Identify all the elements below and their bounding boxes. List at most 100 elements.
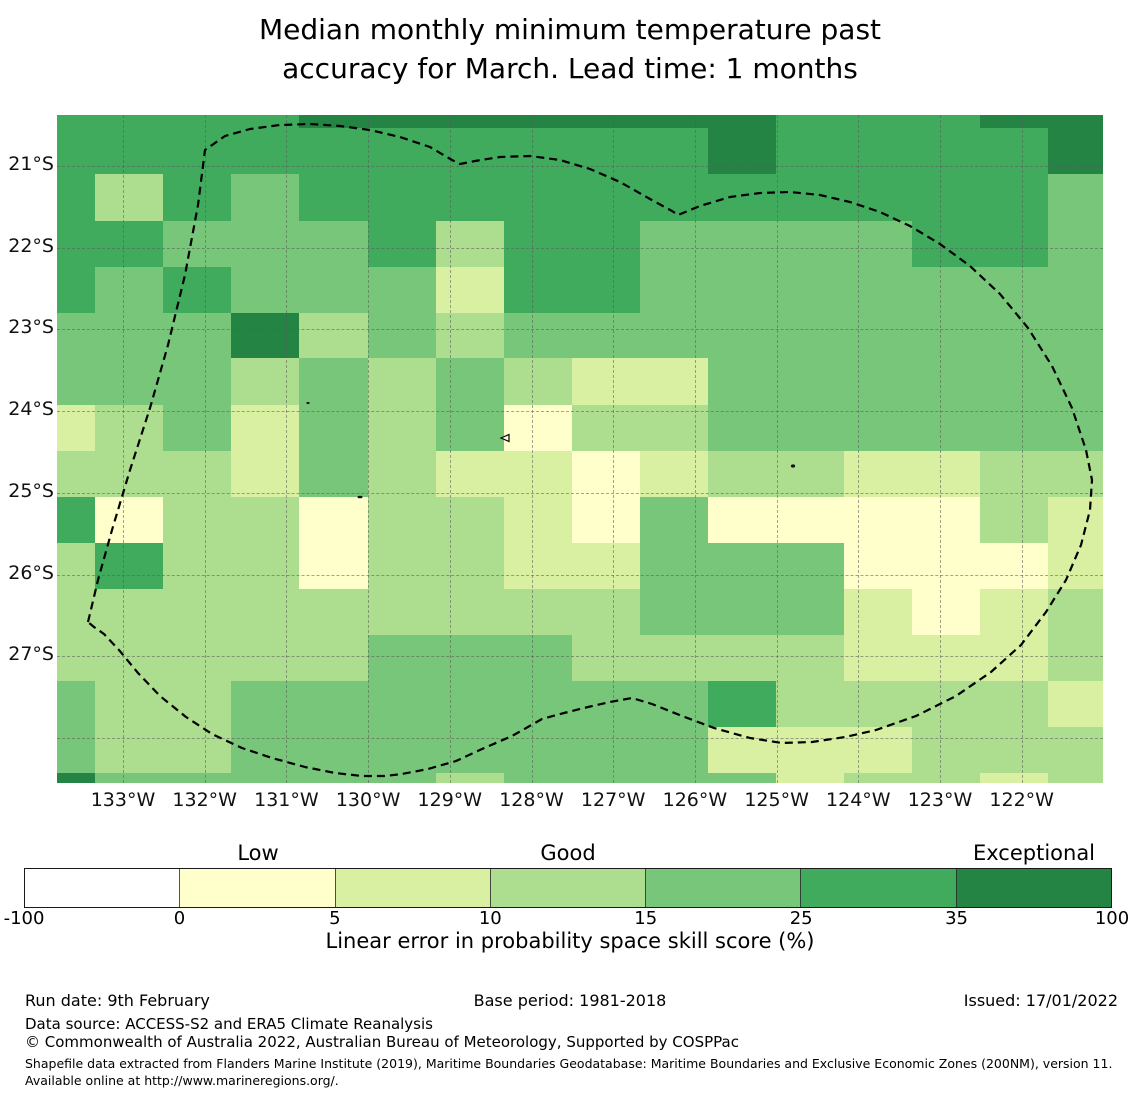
map-cell [844, 589, 912, 635]
map-cell [776, 115, 844, 128]
chart-title-line2: accuracy for March. Lead time: 1 months [282, 52, 858, 85]
colorbar-segment [955, 869, 1111, 907]
gridline-vertical [858, 115, 860, 783]
map-cell [231, 115, 299, 128]
map-cell [231, 174, 299, 221]
map-cell [980, 773, 1048, 783]
map-cell [95, 773, 163, 783]
map-cell [368, 727, 436, 773]
x-axis-tick-label: 132°W [172, 789, 237, 811]
map-cell [776, 451, 844, 497]
map-cell [436, 589, 504, 635]
map-cell [844, 635, 912, 681]
gridline-vertical [531, 115, 533, 783]
colorbar-segment [489, 869, 646, 907]
map-cell [436, 221, 504, 267]
gridline-vertical [940, 115, 941, 783]
map-cell [57, 313, 95, 358]
map-cell [844, 497, 912, 543]
map-cell [504, 313, 572, 358]
y-axis-tick-label: 24°S [8, 398, 54, 421]
colorbar-tick-label: 15 [634, 908, 658, 929]
map-cell [163, 727, 231, 773]
map-cell [436, 773, 504, 783]
map-overlay-svg [86, 122, 1094, 778]
map-cell [368, 358, 436, 405]
map-cell [95, 589, 163, 635]
map-cell [844, 313, 912, 358]
map-cell [504, 115, 572, 128]
map-cell [1048, 221, 1103, 267]
map-cell [980, 727, 1048, 773]
map-cell [504, 635, 572, 681]
colorbar-segment [179, 869, 335, 907]
map-cell [844, 115, 912, 128]
colorbar-tick-label: 0 [173, 908, 186, 929]
x-axis-tick-label: 124°W [826, 789, 891, 811]
map-cell [163, 221, 231, 267]
colorbar-segment [25, 869, 180, 907]
gridline-horizontal [57, 247, 1103, 249]
map-cell [163, 405, 231, 451]
island-marks [306, 401, 796, 499]
map-cell [504, 451, 572, 497]
map-cell [95, 727, 163, 773]
map-cell [640, 267, 708, 313]
map-cell [776, 727, 844, 773]
map-cell [572, 635, 640, 681]
map-cell [436, 115, 504, 128]
map-cell [57, 221, 95, 267]
map-cell [572, 727, 640, 773]
map-cell [912, 451, 980, 497]
map-cell [57, 451, 95, 497]
map-cell [299, 635, 368, 681]
map-cell [912, 681, 980, 727]
map-cell [299, 174, 368, 221]
map-cell [436, 497, 504, 543]
map-cell [436, 543, 504, 589]
map-cell [368, 313, 436, 358]
map-cell [708, 589, 776, 635]
map-cell [980, 221, 1048, 267]
map-cell [299, 451, 368, 497]
map-cell [95, 497, 163, 543]
map-cell [776, 773, 844, 783]
map-cell [980, 313, 1048, 358]
map-cell [436, 405, 504, 451]
map-cell [436, 727, 504, 773]
x-axis-tick-label: 131°W [254, 789, 319, 811]
colorbar-segment [800, 869, 956, 907]
base-period-text: Base period: 1981-2018 [473, 991, 667, 1010]
gridline-horizontal [57, 656, 1103, 658]
colorbar-category-label: Good [540, 841, 596, 865]
map-cell [436, 267, 504, 313]
map-cell [163, 267, 231, 313]
map-cell [1048, 451, 1103, 497]
colorbar-axis-label: Linear error in probability space skill … [325, 929, 815, 953]
map-cell [844, 174, 912, 221]
map-cell [912, 267, 980, 313]
map-cell [1048, 174, 1103, 221]
map-cell [708, 174, 776, 221]
map-cell [95, 174, 163, 221]
map-cell [640, 727, 708, 773]
map-cell [776, 681, 844, 727]
map-cell [1048, 267, 1103, 313]
map-cell [912, 727, 980, 773]
map-cell [980, 589, 1048, 635]
map-cell [95, 358, 163, 405]
map-cell [368, 497, 436, 543]
map-cell [299, 497, 368, 543]
map-cell [231, 358, 299, 405]
gridline-vertical [123, 115, 124, 783]
y-axis-tick-label: 25°S [8, 479, 54, 502]
map-cell [368, 405, 436, 451]
map-cell [57, 589, 95, 635]
map-cell [57, 174, 95, 221]
map-cell [299, 267, 368, 313]
y-axis-tick-label: 23°S [8, 316, 54, 339]
map-cell [980, 543, 1048, 589]
map-cell [640, 635, 708, 681]
map-cell [1048, 313, 1103, 358]
map-cell [504, 174, 572, 221]
